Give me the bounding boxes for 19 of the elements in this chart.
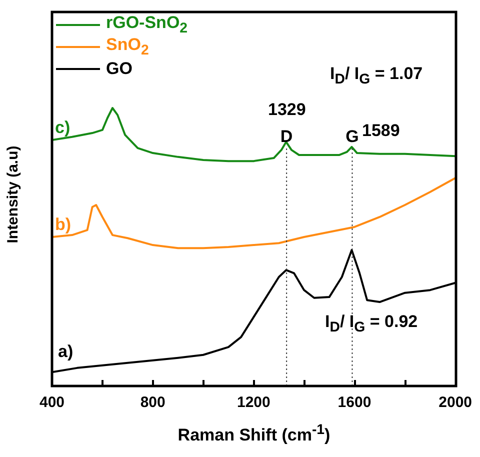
annotation: a) bbox=[58, 342, 74, 362]
x-axis-title: Raman Shift (cm$^{-1}$) bbox=[176, 422, 332, 446]
ref-line-label: D bbox=[280, 127, 293, 146]
annotation: 1329 bbox=[268, 100, 306, 120]
x-tick-label: 2000 bbox=[438, 394, 472, 412]
annotation: 1589 bbox=[362, 121, 400, 141]
annotation: I$_{D}$/ I$_{G}$ = 0.92 bbox=[325, 312, 418, 336]
y-axis-title: Intensity (a.u) bbox=[4, 144, 22, 246]
legend-label: SnO$_{2}$ bbox=[106, 35, 149, 59]
legend-label: GO bbox=[106, 59, 132, 79]
text: I$_{D}$/ I$_{G}$ = 1.07 bbox=[330, 64, 423, 88]
x-tick-label: 400 bbox=[39, 394, 65, 412]
annotation: b) bbox=[55, 215, 72, 235]
x-tick-label: 1200 bbox=[236, 394, 270, 412]
annotation: c) bbox=[55, 118, 70, 138]
x-tick-label: 1600 bbox=[338, 394, 372, 412]
x-tick-label: 800 bbox=[140, 394, 166, 412]
legend-label: rGO-SnO$_{2}$ bbox=[106, 13, 188, 37]
ref-line-label: G bbox=[346, 127, 359, 146]
